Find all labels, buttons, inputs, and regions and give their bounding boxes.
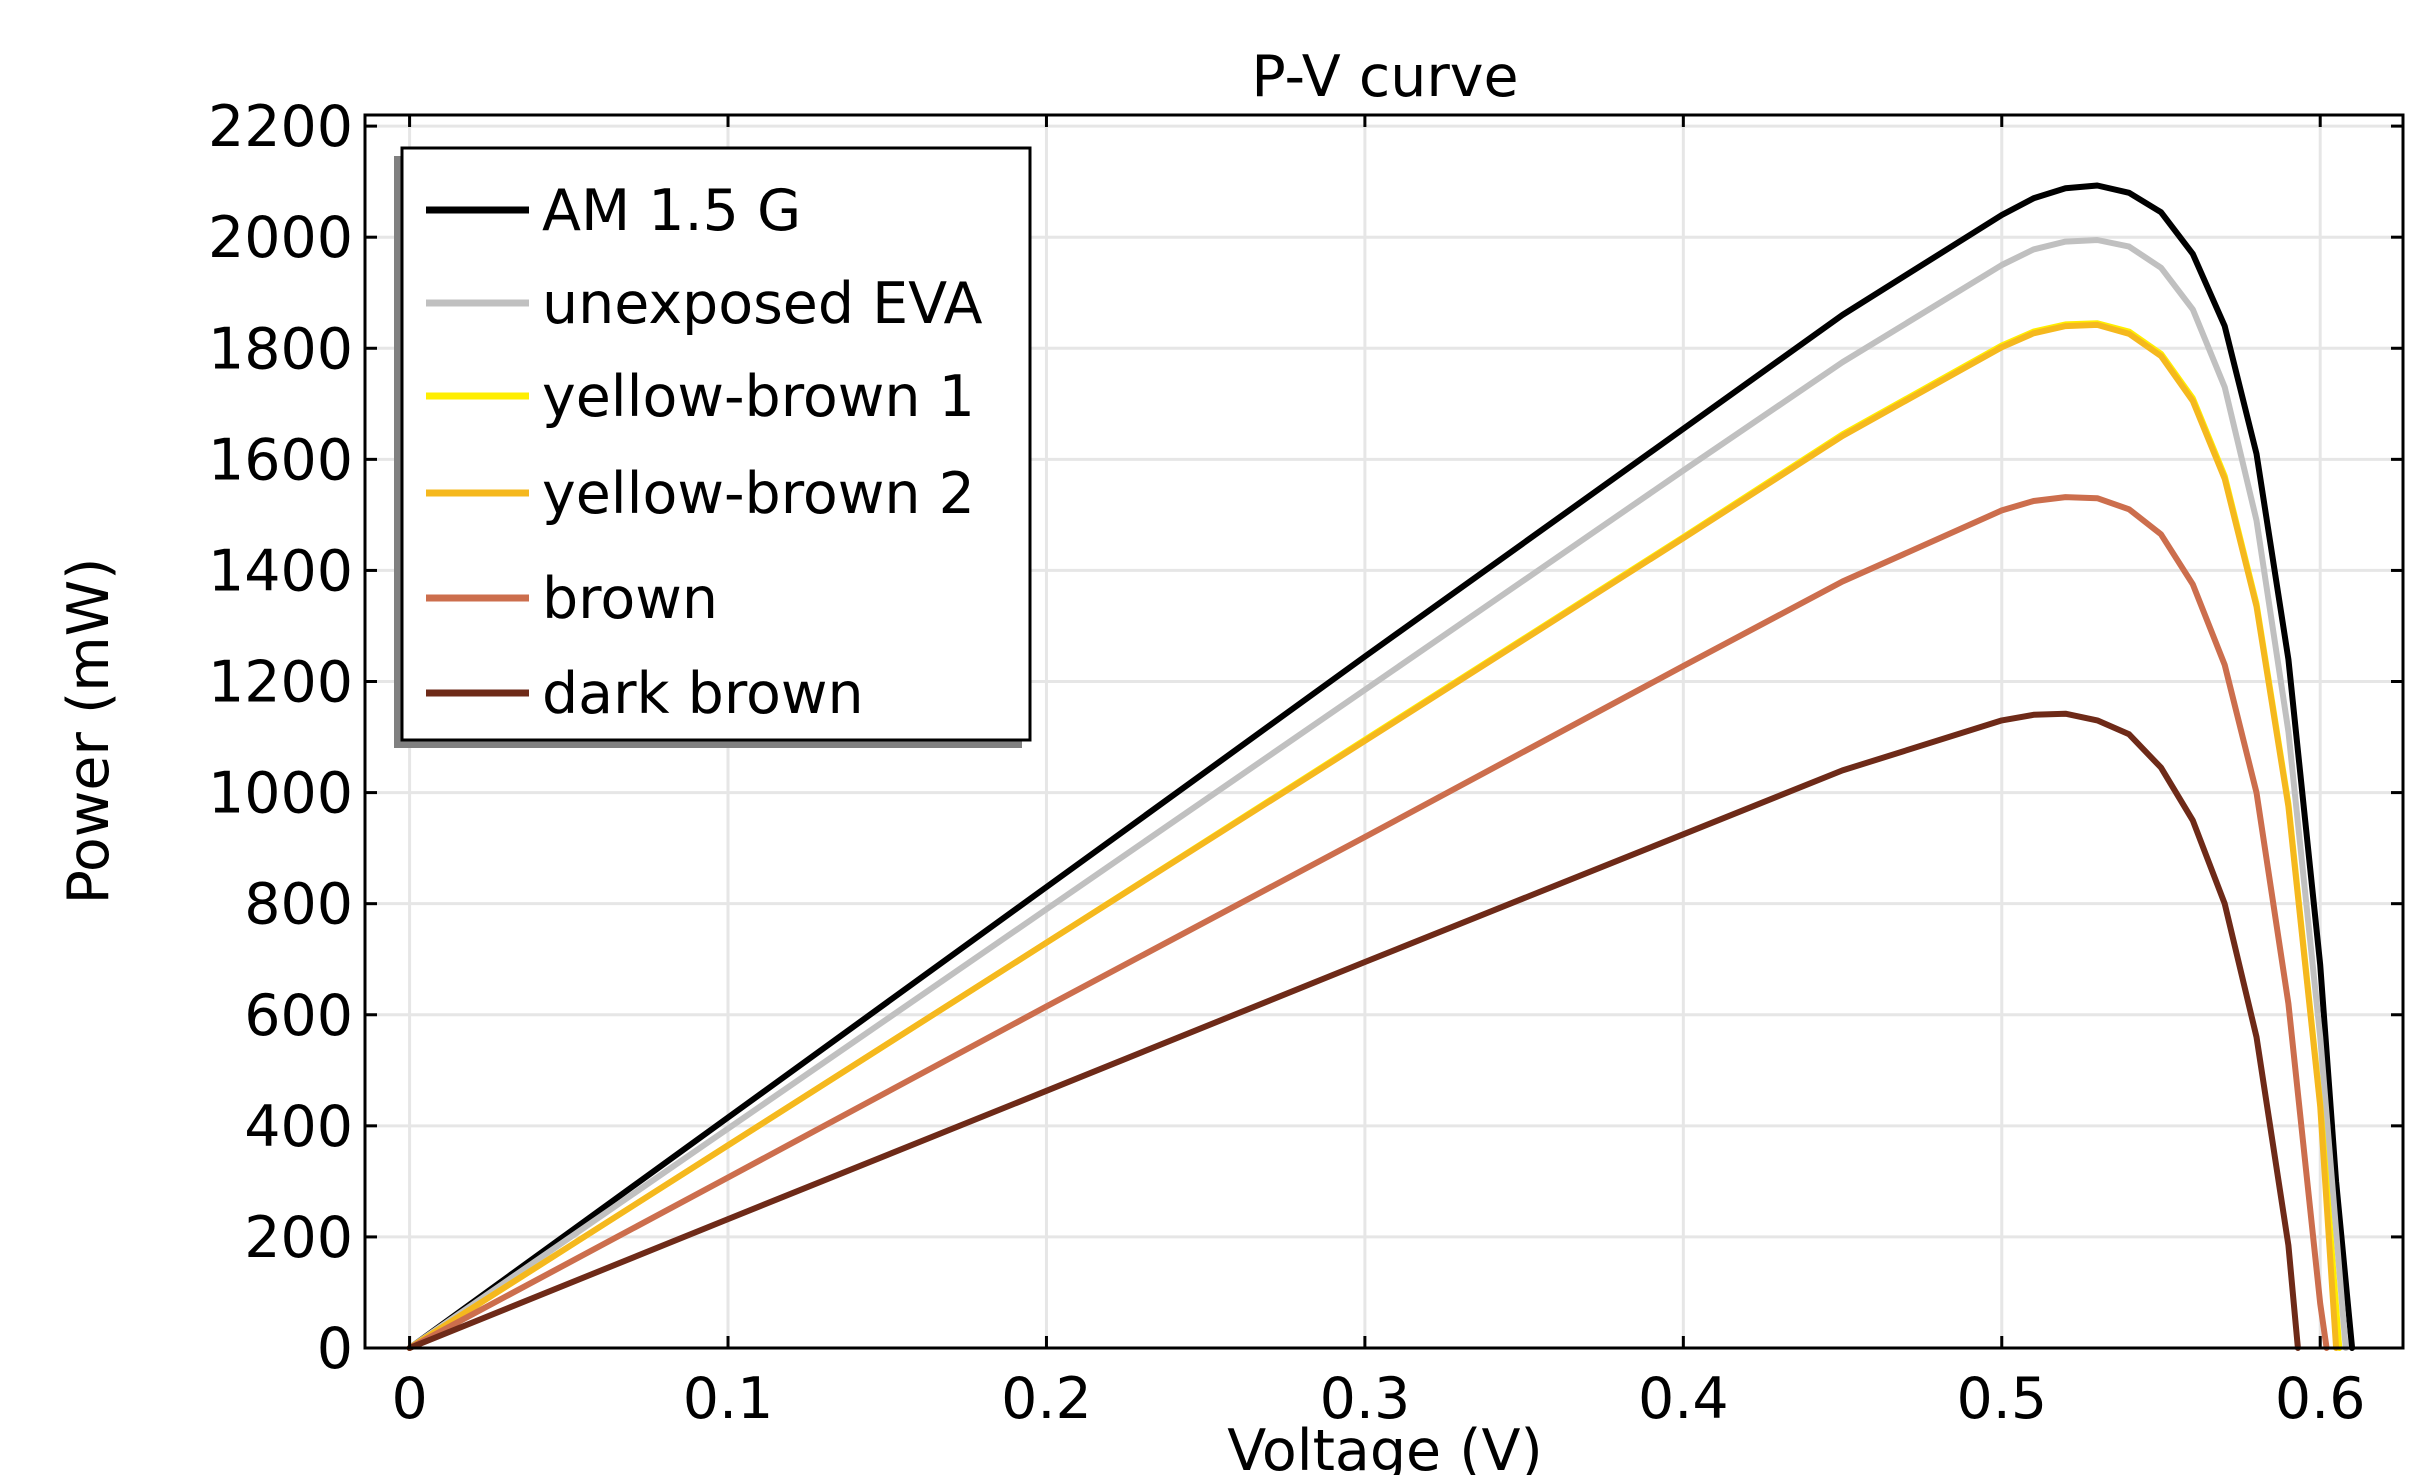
tick-labels: 0 0.1 0.2 0.3 0.4 0.5 0.6 0 200 400 600 800 1000 1200…: [208, 94, 2366, 1432]
y-tick-label: 1400: [208, 538, 353, 604]
grid-lines: [365, 115, 2403, 1350]
y-tick-label: 1800: [208, 316, 353, 382]
x-tick-label: 0: [391, 1366, 427, 1432]
y-tick-label: 1000: [208, 761, 353, 827]
axis-ticks: [365, 115, 2403, 1350]
x-tick-label: 0.3: [1320, 1366, 1411, 1432]
legend-label: yellow-brown 2: [542, 461, 975, 527]
legend-label: AM 1.5 G: [542, 178, 801, 244]
series-line: [406, 710, 2301, 1351]
plot-frame: [363, 113, 2405, 1350]
y-tick-label: 600: [244, 983, 353, 1049]
x-tick-label: 0.4: [1638, 1366, 1729, 1432]
y-tick-label: 1200: [208, 650, 353, 716]
x-tick-label: 0.1: [683, 1366, 774, 1432]
legend-label: dark brown: [542, 661, 864, 727]
series-line: [406, 182, 2356, 1351]
y-tick-label: 2000: [208, 205, 353, 271]
y-tick-label: 200: [244, 1205, 353, 1271]
y-tick-label: 400: [244, 1094, 353, 1160]
legend-label: unexposed EVA: [542, 271, 983, 337]
legend-box: [400, 146, 1032, 742]
y-tick-label: 2200: [208, 94, 353, 160]
y-axis-title: Power (mW): [56, 558, 122, 905]
x-tick-label: 0.2: [1001, 1366, 1092, 1432]
x-tick-label: 0.6: [2275, 1366, 2366, 1432]
y-tick-label: 0: [317, 1316, 353, 1382]
series-line: [406, 494, 2330, 1351]
series-line: [406, 321, 2340, 1351]
series-line: [406, 237, 2349, 1351]
legend-label: yellow-brown 1: [542, 364, 975, 430]
data-series: [406, 182, 2356, 1351]
chart-title: P-V curve: [1251, 44, 1518, 110]
y-tick-label: 800: [244, 872, 353, 938]
legend-label: brown: [542, 566, 718, 632]
legend: AM 1.5 G unexposed EVA yellow-brown 1 yello…: [394, 146, 1032, 748]
y-tick-label: 1600: [208, 427, 353, 493]
x-tick-label: 0.5: [1956, 1366, 2047, 1432]
x-axis-title: Voltage (V): [1227, 1418, 1542, 1475]
